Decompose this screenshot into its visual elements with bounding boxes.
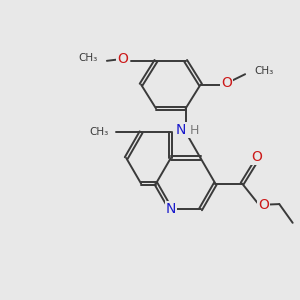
- Text: O: O: [258, 198, 269, 212]
- Text: CH₃: CH₃: [255, 66, 274, 76]
- Text: O: O: [117, 52, 128, 66]
- Text: CH₃: CH₃: [89, 127, 108, 137]
- Text: N: N: [166, 202, 176, 216]
- Text: O: O: [221, 76, 232, 90]
- Text: CH₃: CH₃: [78, 53, 98, 63]
- Text: N: N: [176, 123, 186, 137]
- Text: O: O: [252, 149, 262, 164]
- Text: H: H: [189, 124, 199, 136]
